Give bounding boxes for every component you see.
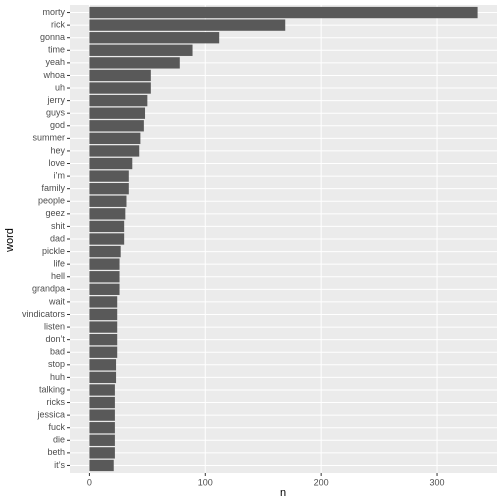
x-tick-label: 100 [198, 477, 213, 487]
x-axis-title: n [280, 487, 286, 499]
y-tick-label: stop [48, 359, 65, 369]
bar [89, 359, 117, 371]
bar [89, 94, 148, 107]
bar [89, 233, 125, 245]
y-tick-label: shit [51, 221, 66, 231]
y-tick-label: talking [39, 384, 65, 394]
y-tick-label: i’m [54, 170, 66, 180]
bar [89, 459, 114, 472]
bar [89, 145, 140, 157]
y-tick-label: whoa [42, 70, 65, 80]
bar [89, 308, 118, 321]
bar [89, 346, 118, 358]
x-tick-label: 0 [87, 477, 92, 487]
bar [89, 245, 121, 258]
y-tick-label: family [41, 183, 65, 193]
y-tick-label: god [50, 120, 65, 130]
y-tick-label: it’s [54, 460, 65, 470]
y-tick-label: huh [50, 372, 65, 382]
bar [89, 409, 115, 421]
y-tick-label: people [38, 196, 65, 206]
y-tick-label: gonna [40, 32, 65, 42]
bar [89, 371, 117, 384]
bar [89, 32, 220, 44]
bar [89, 170, 129, 182]
bar [89, 283, 120, 295]
bar [89, 447, 115, 459]
bar [89, 333, 118, 346]
y-tick-label: grandpa [32, 284, 65, 294]
bar [89, 321, 118, 333]
bar [89, 69, 151, 82]
bar [89, 258, 120, 270]
bar [89, 296, 118, 308]
bar [89, 422, 115, 434]
y-tick-label: pickle [42, 246, 65, 256]
y-tick-label: uh [55, 82, 65, 92]
bar [89, 195, 127, 207]
y-tick-label: bad [50, 347, 65, 357]
y-tick-label: hey [50, 145, 65, 155]
bar [89, 157, 133, 170]
y-tick-label: geez [45, 208, 65, 218]
y-tick-label: fuck [48, 422, 65, 432]
bar [89, 396, 115, 409]
y-tick-label: vindicators [22, 309, 66, 319]
y-tick-label: hell [51, 271, 65, 281]
y-tick-label: guys [46, 108, 66, 118]
y-tick-label: life [53, 259, 65, 269]
bar [89, 183, 129, 195]
bar [89, 132, 141, 145]
bar [89, 19, 286, 31]
y-tick-label: wait [48, 296, 66, 306]
y-tick-label: ricks [47, 397, 66, 407]
y-tick-label: yeah [45, 57, 65, 67]
y-tick-label: dad [50, 233, 65, 243]
bar [89, 271, 120, 283]
bar [89, 434, 115, 446]
y-tick-label: rick [51, 20, 65, 30]
y-tick-label: beth [47, 447, 65, 457]
y-tick-label: jerry [47, 95, 66, 105]
bar [89, 44, 193, 56]
y-axis-title: word [4, 228, 16, 253]
y-tick-label: jessica [36, 410, 65, 420]
bar [89, 82, 151, 94]
y-tick-label: summer [32, 133, 65, 143]
y-tick-label: morty [43, 7, 66, 17]
y-tick-label: don’t [45, 334, 65, 344]
x-tick-label: 200 [314, 477, 329, 487]
bar [89, 57, 180, 69]
bar [89, 208, 126, 220]
x-tick-label: 300 [430, 477, 445, 487]
bar [89, 384, 115, 396]
y-tick-label: die [53, 435, 65, 445]
bar [89, 107, 146, 119]
bar [89, 220, 125, 233]
y-tick-label: listen [44, 321, 65, 331]
y-tick-label: love [48, 158, 65, 168]
y-tick-label: time [48, 45, 65, 55]
bar [89, 120, 144, 132]
bar [89, 6, 478, 19]
